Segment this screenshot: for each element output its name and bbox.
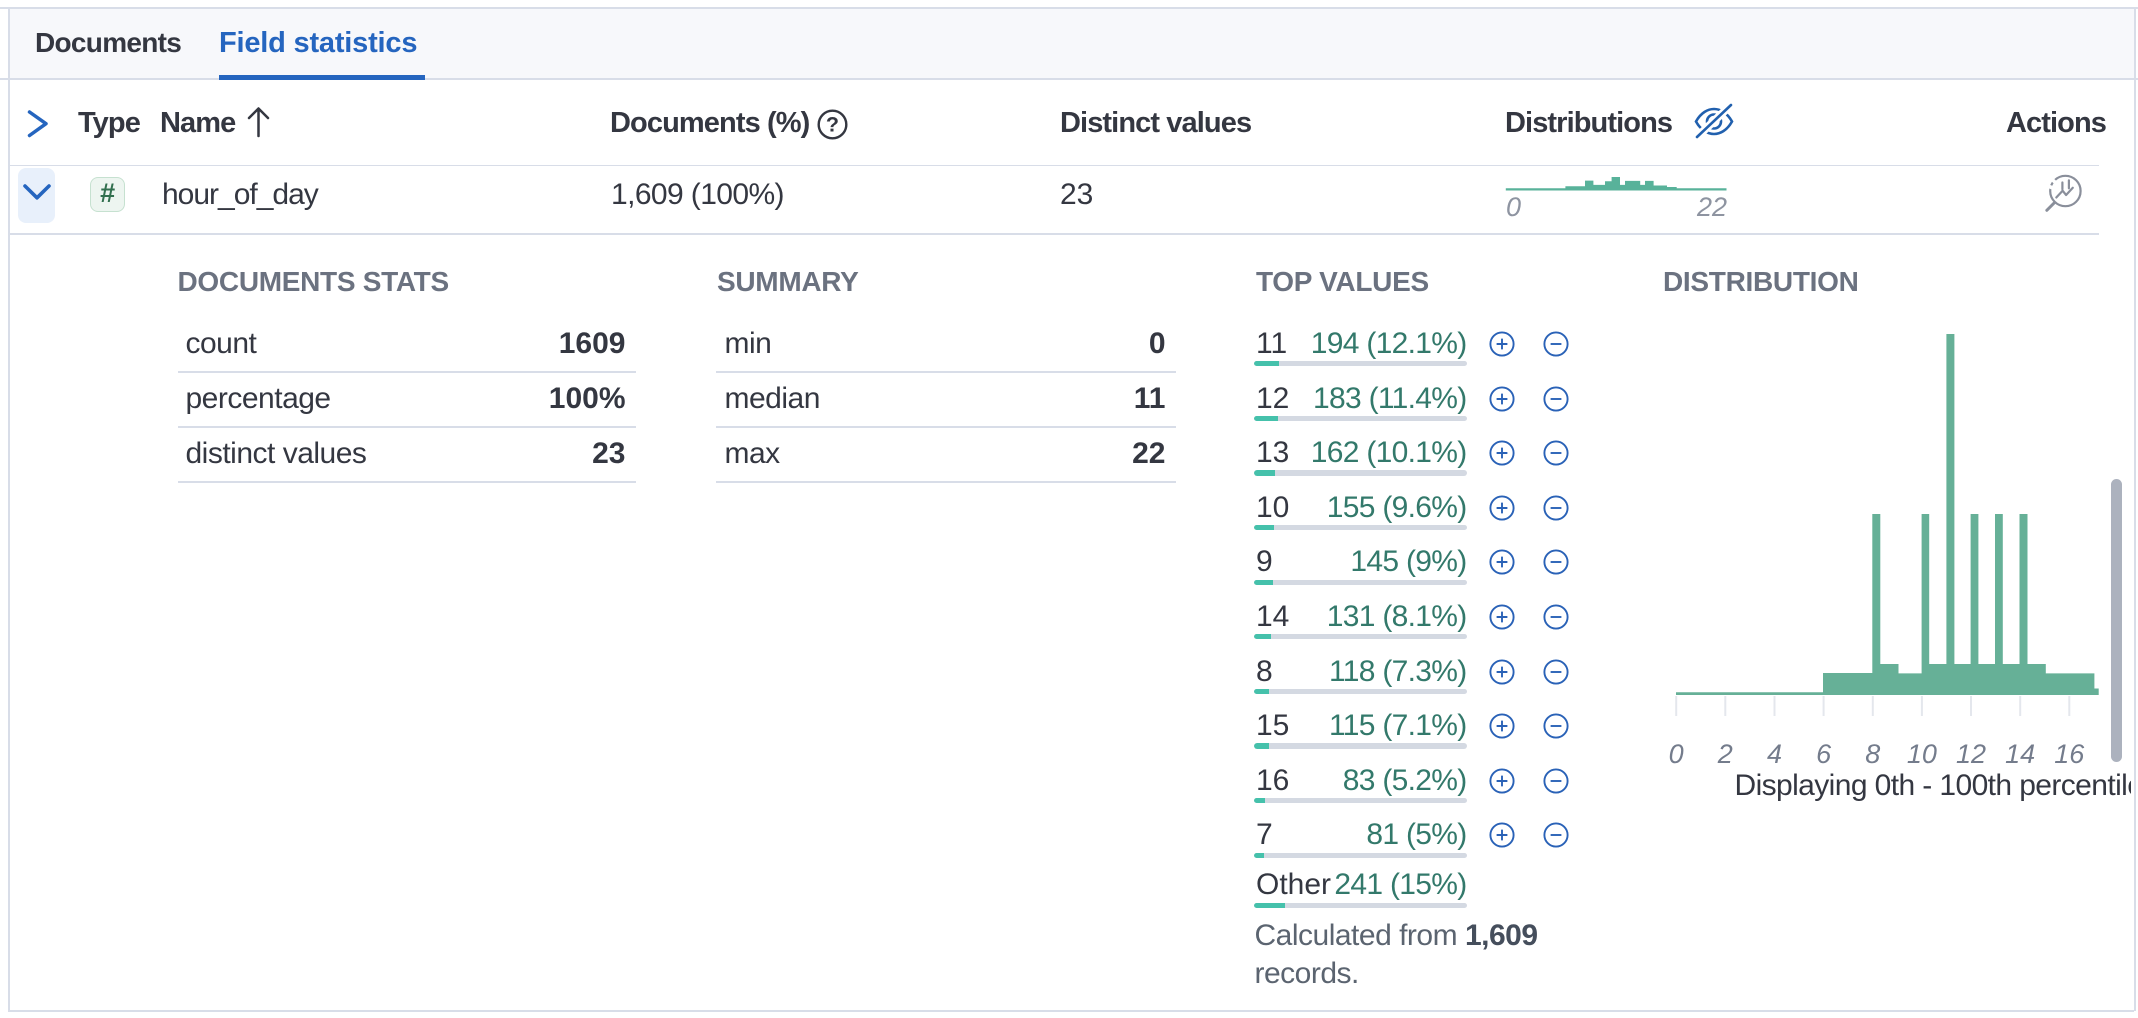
svg-text:?: ? (826, 112, 839, 136)
